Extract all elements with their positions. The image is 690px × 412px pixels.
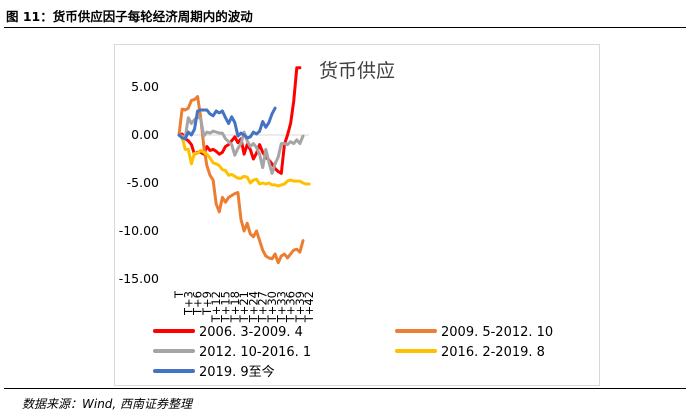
legend-label: 2016. 2-2019. 8 xyxy=(441,345,545,360)
x-tick-label: T+33 xyxy=(274,291,288,323)
legend-label: 2019. 9至今 xyxy=(199,364,275,380)
chart-frame: 货币供应 5.00 0.00 -5.00 -10.00 -15.00 T T+3 T+6 T+9… xyxy=(114,44,600,386)
series-line-4 xyxy=(177,133,311,188)
y-tick-label: -10.00 xyxy=(119,223,159,238)
x-tick-label: T+30 xyxy=(265,291,279,323)
bottom-rule xyxy=(4,388,686,389)
legend-label: 2009. 5-2012. 10 xyxy=(441,325,553,340)
top-rule xyxy=(4,27,686,28)
x-tick-label: T+39 xyxy=(293,291,307,323)
series-line-5 xyxy=(177,106,277,141)
legend-label: 2012. 10-2016. 1 xyxy=(199,345,311,360)
chart-title: 货币供应 xyxy=(319,60,395,82)
x-tick-label: T+21 xyxy=(237,291,251,323)
y-tick-label: -5.00 xyxy=(127,175,159,190)
line-chart: 货币供应 5.00 0.00 -5.00 -10.00 -15.00 TT+3T+6T+9… xyxy=(119,60,554,380)
x-tick-label: T+24 xyxy=(246,291,260,323)
x-tick-label: T+6 xyxy=(191,291,205,316)
x-tick-label: T+3 xyxy=(181,291,195,316)
x-tick-label: T+36 xyxy=(284,291,298,323)
x-tick-label: T+27 xyxy=(256,291,270,323)
x-tick-label: T xyxy=(172,290,186,299)
x-tick-label: T+15 xyxy=(219,291,233,323)
legend-label: 2006. 3-2009. 4 xyxy=(199,325,303,340)
x-tick-label: T+12 xyxy=(209,291,223,323)
y-tick-label: 5.00 xyxy=(131,79,159,94)
figure-title: 图 11：货币供应因子每轮经济周期内的波动 xyxy=(6,9,253,24)
x-tick-label: T+9 xyxy=(200,291,214,316)
source-note: 数据来源：Wind, 西南证券整理 xyxy=(22,397,193,411)
x-tick-label: T+18 xyxy=(228,291,242,323)
x-tick-label: T+42 xyxy=(302,291,316,323)
series-line-3 xyxy=(177,115,305,175)
y-tick-label: 0.00 xyxy=(131,127,159,142)
y-tick-label: -15.00 xyxy=(119,271,159,286)
